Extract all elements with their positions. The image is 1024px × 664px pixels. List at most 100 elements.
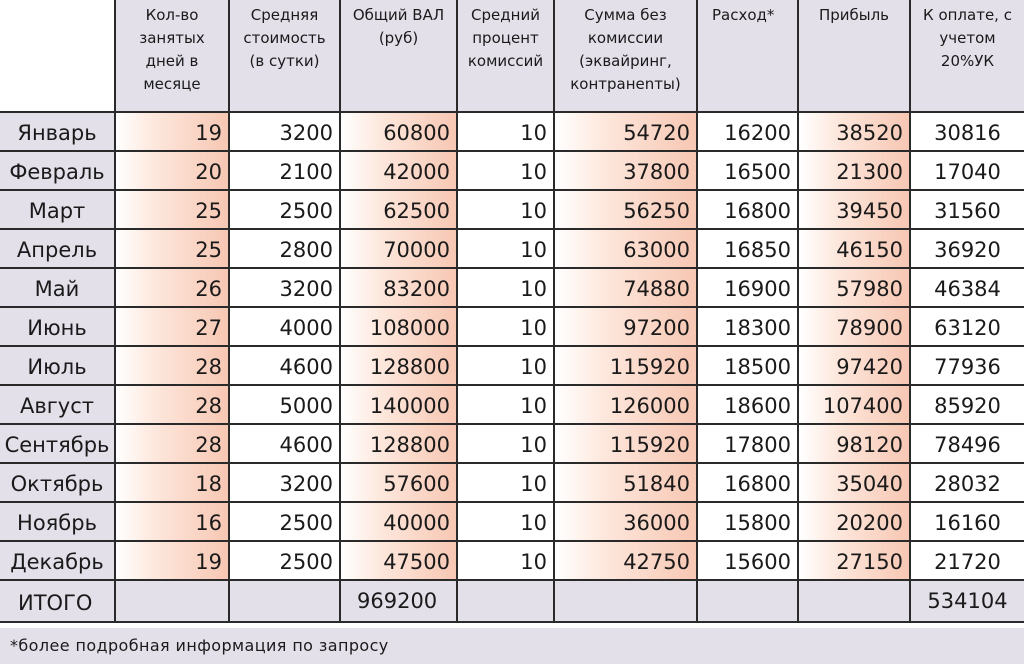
total-payout-cell: 534104	[909, 579, 1024, 623]
net-cell: 97200	[553, 306, 698, 347]
gross-cell: 40000	[339, 501, 458, 542]
profit-cell: 46150	[797, 228, 911, 269]
gross-cell: 128800	[339, 423, 458, 464]
avg-price-cell: 5000	[228, 384, 341, 425]
table-row: Сентябрь 28 4600 128800 10 115920 17800 98120 78…	[0, 423, 1024, 464]
commission-cell: 10	[456, 423, 555, 464]
days-cell: 28	[114, 384, 230, 425]
expense-cell: 16800	[696, 189, 799, 230]
commission-cell: 10	[456, 228, 555, 269]
avg-price-cell: 4000	[228, 306, 341, 347]
days-cell: 19	[114, 540, 230, 581]
net-cell: 74880	[553, 267, 698, 308]
footnote: *более подробная информация по запросу	[0, 628, 1024, 664]
total-empty-commission	[456, 579, 555, 623]
commission-cell: 10	[456, 111, 555, 152]
days-cell: 16	[114, 501, 230, 542]
net-cell: 54720	[553, 111, 698, 152]
commission-cell: 10	[456, 384, 555, 425]
payout-cell: 31560	[909, 189, 1024, 230]
profit-cell: 98120	[797, 423, 911, 464]
payout-cell: 16160	[909, 501, 1024, 542]
total-empty-days	[114, 579, 230, 623]
profit-cell: 38520	[797, 111, 911, 152]
payout-cell: 46384	[909, 267, 1024, 308]
commission-cell: 10	[456, 540, 555, 581]
days-cell: 19	[114, 111, 230, 152]
total-label: ИТОГО	[0, 579, 116, 623]
month-cell: Ноябрь	[0, 501, 116, 542]
profit-cell: 27150	[797, 540, 911, 581]
total-gross-cell: 969200	[339, 579, 458, 623]
table-row: Июль 28 4600 128800 10 115920 18500 97420 77936	[0, 345, 1024, 386]
net-cell: 115920	[553, 423, 698, 464]
days-cell: 18	[114, 462, 230, 503]
profit-cell: 57980	[797, 267, 911, 308]
payout-cell: 78496	[909, 423, 1024, 464]
expense-cell: 15800	[696, 501, 799, 542]
header-payout: К оплате, с учетом 20%УК	[909, 0, 1024, 113]
net-cell: 51840	[553, 462, 698, 503]
month-cell: Август	[0, 384, 116, 425]
header-avg-commission: Средний процент комиссий	[456, 0, 555, 113]
expense-cell: 16200	[696, 111, 799, 152]
avg-price-cell: 2800	[228, 228, 341, 269]
profit-cell: 78900	[797, 306, 911, 347]
commission-cell: 10	[456, 267, 555, 308]
net-cell: 63000	[553, 228, 698, 269]
commission-cell: 10	[456, 501, 555, 542]
days-cell: 20	[114, 150, 230, 191]
net-cell: 36000	[553, 501, 698, 542]
avg-price-cell: 2500	[228, 540, 341, 581]
gross-cell: 140000	[339, 384, 458, 425]
total-empty-avg-price	[228, 579, 341, 623]
payout-cell: 63120	[909, 306, 1024, 347]
expense-cell: 16850	[696, 228, 799, 269]
expense-cell: 16500	[696, 150, 799, 191]
month-cell: Июль	[0, 345, 116, 386]
payout-cell: 17040	[909, 150, 1024, 191]
month-cell: Февраль	[0, 150, 116, 191]
table-row: Май 26 3200 83200 10 74880 16900 57980 46384	[0, 267, 1024, 308]
avg-price-cell: 3200	[228, 111, 341, 152]
profit-cell: 107400	[797, 384, 911, 425]
commission-cell: 10	[456, 462, 555, 503]
header-profit: Прибыль	[797, 0, 911, 113]
table-row: Апрель 25 2800 70000 10 63000 16850 46150 36920	[0, 228, 1024, 269]
table-row: Август 28 5000 140000 10 126000 18600 107400 859…	[0, 384, 1024, 425]
table-row: Июнь 27 4000 108000 10 97200 18300 78900 63120	[0, 306, 1024, 347]
total-empty-expense	[696, 579, 799, 623]
month-cell: Май	[0, 267, 116, 308]
gross-cell: 62500	[339, 189, 458, 230]
payout-cell: 85920	[909, 384, 1024, 425]
net-cell: 126000	[553, 384, 698, 425]
month-cell: Январь	[0, 111, 116, 152]
total-empty-profit	[797, 579, 911, 623]
table-row: Февраль 20 2100 42000 10 37800 16500 21300 17040	[0, 150, 1024, 191]
profit-cell: 97420	[797, 345, 911, 386]
avg-price-cell: 3200	[228, 267, 341, 308]
expense-cell: 15600	[696, 540, 799, 581]
expense-cell: 17800	[696, 423, 799, 464]
table-row: Ноябрь 16 2500 40000 10 36000 15800 20200 16160	[0, 501, 1024, 542]
net-cell: 56250	[553, 189, 698, 230]
total-empty-net	[553, 579, 698, 623]
commission-cell: 10	[456, 150, 555, 191]
month-cell: Март	[0, 189, 116, 230]
expense-cell: 18300	[696, 306, 799, 347]
avg-price-cell: 2500	[228, 189, 341, 230]
header-days: Кол-во занятых дней в месяце	[114, 0, 230, 113]
table-row: Март 25 2500 62500 10 56250 16800 39450 31560	[0, 189, 1024, 230]
commission-cell: 10	[456, 306, 555, 347]
table-row: Октябрь 18 3200 57600 10 51840 16800 35040 28032	[0, 462, 1024, 503]
payout-cell: 21720	[909, 540, 1024, 581]
commission-cell: 10	[456, 189, 555, 230]
header-row: Кол-во занятых дней в месяце Средняя сто…	[0, 0, 1024, 113]
days-cell: 26	[114, 267, 230, 308]
gross-cell: 47500	[339, 540, 458, 581]
profit-cell: 35040	[797, 462, 911, 503]
gross-cell: 83200	[339, 267, 458, 308]
month-cell: Апрель	[0, 228, 116, 269]
month-cell: Декабрь	[0, 540, 116, 581]
avg-price-cell: 4600	[228, 345, 341, 386]
